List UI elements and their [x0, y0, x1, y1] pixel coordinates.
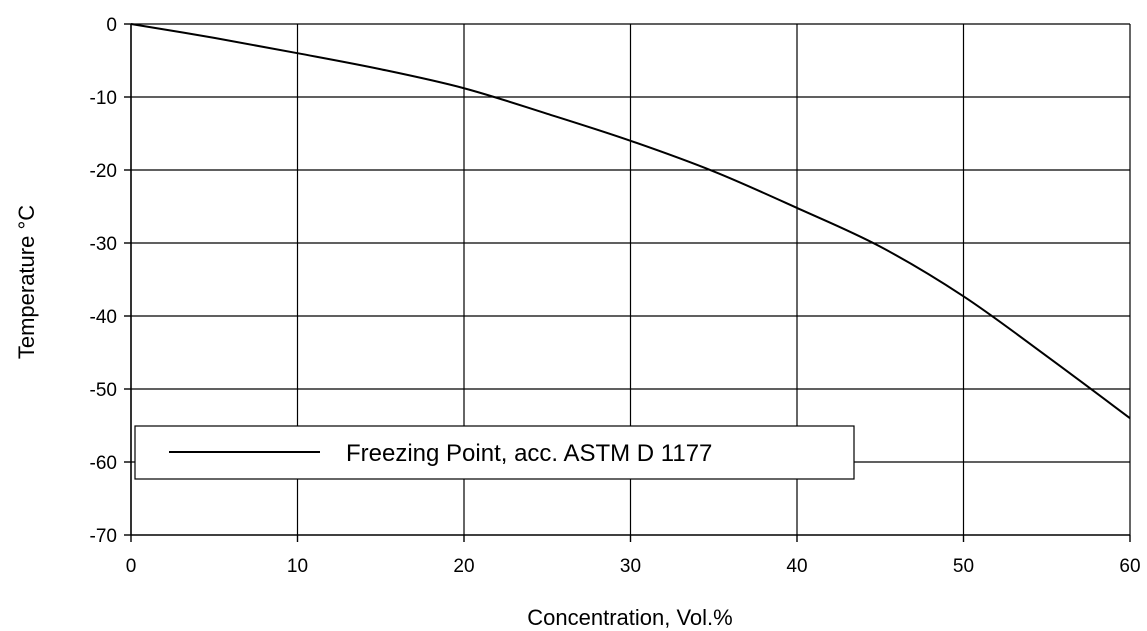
y-tick-label: -40: [90, 307, 117, 328]
grid-lines: [131, 23, 1131, 535]
legend: Freezing Point, acc. ASTM D 1177: [134, 425, 855, 480]
y-axis-title: Temperature °C: [14, 205, 39, 359]
y-tick-label: -10: [90, 88, 117, 109]
y-tick-label: -60: [90, 453, 117, 474]
series-line-freezing-point: [130, 23, 1131, 420]
y-tick-label: -20: [90, 161, 117, 182]
x-tick-label: 60: [1119, 556, 1140, 577]
tick-labels: 0 10 20 30 40 50 60 0 -10 -20 -30 -40 -50 -60 -70: [90, 15, 1141, 577]
y-tick-label: 0: [106, 15, 117, 36]
x-tick-label: 0: [126, 556, 137, 577]
x-axis-title: Concentration, Vol.%: [527, 605, 732, 630]
x-tick-label: 30: [620, 556, 641, 577]
x-tick-label: 20: [453, 556, 474, 577]
legend-label: Freezing Point, acc. ASTM D 1177: [346, 440, 712, 467]
x-tick-label: 50: [953, 556, 974, 577]
x-tick-label: 40: [786, 556, 807, 577]
y-tick-label: -30: [90, 234, 117, 255]
series-layer: [130, 23, 1131, 420]
x-tick-label: 10: [287, 556, 308, 577]
axes: [124, 23, 1131, 542]
y-tick-label: -70: [90, 526, 117, 547]
y-tick-label: -50: [90, 380, 117, 401]
